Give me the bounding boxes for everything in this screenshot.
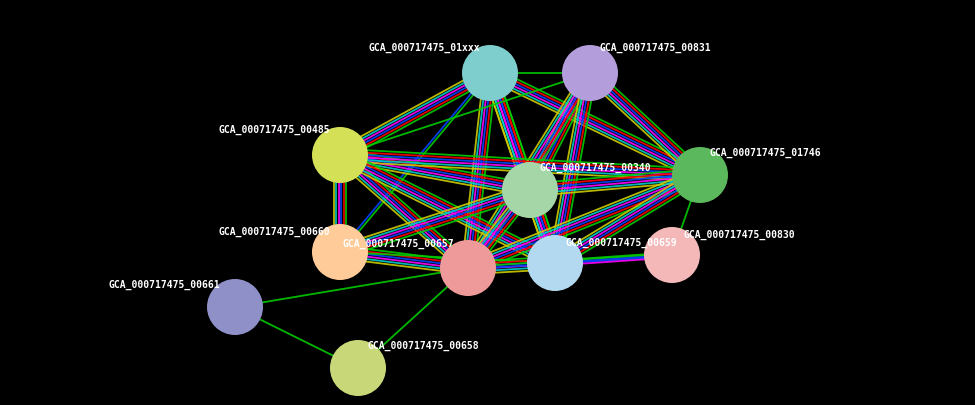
Text: GCA_000717475_00485: GCA_000717475_00485 <box>218 125 330 135</box>
Text: GCA_000717475_01746: GCA_000717475_01746 <box>710 148 822 158</box>
Text: GCA_000717475_00659: GCA_000717475_00659 <box>566 238 678 248</box>
Circle shape <box>440 240 496 296</box>
Circle shape <box>502 162 558 218</box>
Circle shape <box>312 127 368 183</box>
Text: GCA_000717475_00658: GCA_000717475_00658 <box>368 341 480 351</box>
Circle shape <box>672 147 728 203</box>
Circle shape <box>644 227 700 283</box>
Text: GCA_000717475_00657: GCA_000717475_00657 <box>342 239 454 249</box>
Circle shape <box>527 235 583 291</box>
Text: GCA_000717475_00831: GCA_000717475_00831 <box>600 43 712 53</box>
Text: GCA_000717475_00830: GCA_000717475_00830 <box>683 230 795 240</box>
Circle shape <box>330 340 386 396</box>
Circle shape <box>207 279 263 335</box>
Text: GCA_000717475_00661: GCA_000717475_00661 <box>108 280 220 290</box>
Circle shape <box>312 224 368 280</box>
Text: GCA_000717475_01xxx: GCA_000717475_01xxx <box>369 43 480 53</box>
Text: GCA_000717475_00340: GCA_000717475_00340 <box>540 163 651 173</box>
Text: GCA_000717475_00660: GCA_000717475_00660 <box>218 227 330 237</box>
Circle shape <box>462 45 518 101</box>
Circle shape <box>562 45 618 101</box>
